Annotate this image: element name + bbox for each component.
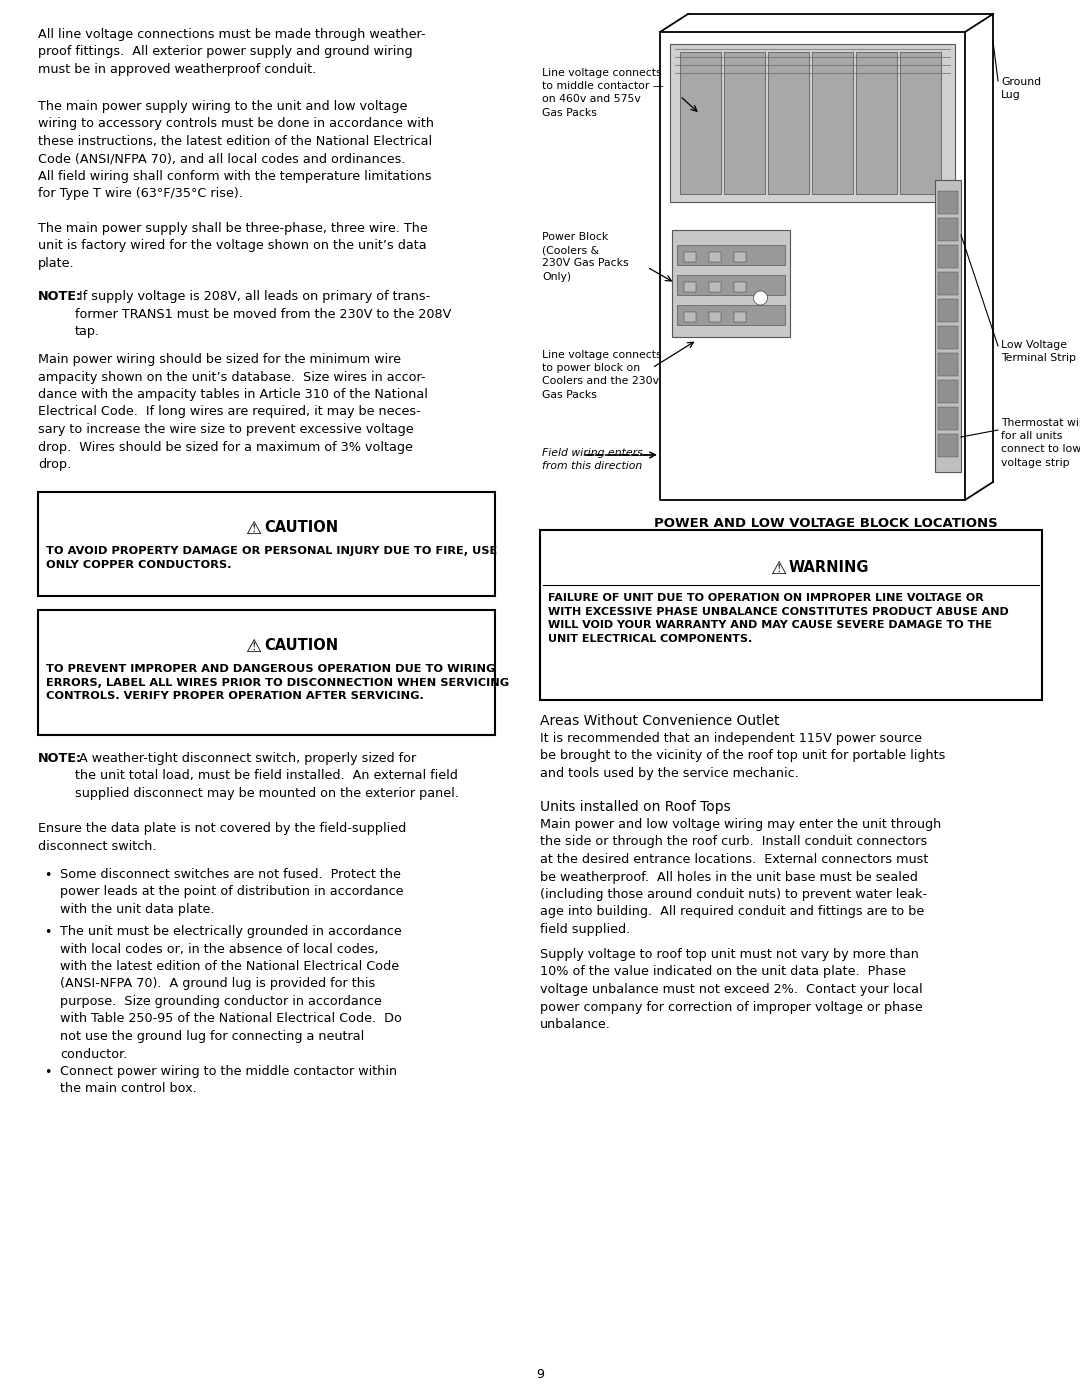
Text: Units installed on Roof Tops: Units installed on Roof Tops (540, 800, 731, 814)
Bar (939, 218, 958, 242)
Text: Line voltage connects
to power block on
Coolers and the 230v
Gas Packs: Line voltage connects to power block on … (542, 351, 662, 400)
Bar (677, 305, 785, 326)
Text: Main power wiring should be sized for the minimum wire
ampacity shown on the uni: Main power wiring should be sized for th… (38, 353, 428, 471)
Bar (38, 610, 495, 735)
Text: Areas Without Convenience Outlet: Areas Without Convenience Outlet (540, 714, 780, 728)
Bar (684, 251, 696, 263)
Text: POWER AND LOW VOLTAGE BLOCK LOCATIONS: POWER AND LOW VOLTAGE BLOCK LOCATIONS (654, 517, 998, 529)
Bar (900, 52, 941, 194)
Bar (939, 353, 958, 376)
Bar (540, 529, 1042, 700)
Text: FAILURE OF UNIT DUE TO OPERATION ON IMPROPER LINE VOLTAGE OR
WITH EXCESSIVE PHAS: FAILURE OF UNIT DUE TO OPERATION ON IMPR… (548, 592, 1009, 644)
Text: The unit must be electrically grounded in accordance
with local codes or, in the: The unit must be electrically grounded i… (60, 925, 402, 1060)
Text: Some disconnect switches are not fused.  Protect the
power leads at the point of: Some disconnect switches are not fused. … (60, 868, 404, 916)
Text: 9: 9 (536, 1368, 544, 1382)
Text: A weather-tight disconnect switch, properly sized for
the unit total load, must : A weather-tight disconnect switch, prope… (75, 752, 459, 800)
Bar (734, 251, 746, 263)
Text: ⚠: ⚠ (770, 560, 786, 578)
Text: NOTE:: NOTE: (38, 291, 82, 303)
Bar (724, 52, 765, 194)
Text: ⚠: ⚠ (245, 520, 261, 538)
Text: Thermostat wiring
for all units
connect to low
voltage strip: Thermostat wiring for all units connect … (1001, 418, 1080, 468)
Text: Low Voltage
Terminal Strip: Low Voltage Terminal Strip (1001, 339, 1076, 363)
Text: Connect power wiring to the middle contactor within
the main control box.: Connect power wiring to the middle conta… (60, 1065, 397, 1095)
Text: Main power and low voltage wiring may enter the unit through
the side or through: Main power and low voltage wiring may en… (540, 819, 942, 936)
Bar (939, 407, 958, 430)
Bar (708, 251, 721, 263)
Text: Ensure the data plate is not covered by the field-supplied
disconnect switch.: Ensure the data plate is not covered by … (38, 821, 406, 852)
Text: The main power supply wiring to the unit and low voltage
wiring to accessory con: The main power supply wiring to the unit… (38, 101, 434, 201)
Bar (939, 299, 958, 321)
Bar (684, 312, 696, 321)
Bar (939, 434, 958, 457)
Bar (677, 244, 785, 265)
Text: It is recommended that an independent 115V power source
be brought to the vicini: It is recommended that an independent 11… (540, 732, 945, 780)
Text: The main power supply shall be three-phase, three wire. The
unit is factory wire: The main power supply shall be three-pha… (38, 222, 428, 270)
Bar (38, 492, 495, 597)
Bar (939, 380, 958, 402)
Bar (856, 52, 897, 194)
Bar (734, 282, 746, 292)
Bar (677, 275, 785, 295)
Bar (708, 282, 721, 292)
Bar (812, 52, 853, 194)
Bar (939, 272, 958, 295)
Text: WARNING: WARNING (789, 560, 869, 576)
Text: ⚠: ⚠ (245, 638, 261, 657)
Text: Line voltage connects
to middle contactor —
on 460v and 575v
Gas Packs: Line voltage connects to middle contacto… (542, 68, 664, 117)
Bar (768, 52, 809, 194)
Bar (939, 326, 958, 349)
Text: •: • (44, 1066, 52, 1078)
Bar (939, 244, 958, 268)
Text: •: • (44, 926, 52, 939)
Bar (672, 231, 789, 337)
Text: CAUTION: CAUTION (265, 520, 339, 535)
Text: Field wiring enters
from this direction: Field wiring enters from this direction (542, 448, 643, 471)
Bar (734, 312, 746, 321)
Bar (684, 282, 696, 292)
Text: Ground
Lug: Ground Lug (1001, 77, 1041, 101)
Text: NOTE:: NOTE: (38, 752, 82, 766)
Bar (670, 43, 955, 203)
Bar (708, 312, 721, 321)
Text: •: • (44, 869, 52, 882)
Bar (680, 52, 721, 194)
Text: TO PREVENT IMPROPER AND DANGEROUS OPERATION DUE TO WIRING
ERRORS, LABEL ALL WIRE: TO PREVENT IMPROPER AND DANGEROUS OPERAT… (46, 664, 509, 701)
Text: CAUTION: CAUTION (265, 638, 339, 652)
Circle shape (754, 291, 768, 305)
Bar (939, 191, 958, 214)
Text: Supply voltage to roof top unit must not vary by more than
10% of the value indi: Supply voltage to roof top unit must not… (540, 949, 922, 1031)
Text: All line voltage connections must be made through weather-
proof fittings.  All : All line voltage connections must be mad… (38, 28, 426, 75)
Text: TO AVOID PROPERTY DAMAGE OR PERSONAL INJURY DUE TO FIRE, USE
ONLY COPPER CONDUCT: TO AVOID PROPERTY DAMAGE OR PERSONAL INJ… (46, 546, 497, 570)
Text: If supply voltage is 208V, all leads on primary of trans-
former TRANS1 must be : If supply voltage is 208V, all leads on … (75, 291, 451, 338)
Bar (935, 180, 961, 472)
Text: Power Block
(Coolers &
230V Gas Packs
Only): Power Block (Coolers & 230V Gas Packs On… (542, 232, 629, 282)
